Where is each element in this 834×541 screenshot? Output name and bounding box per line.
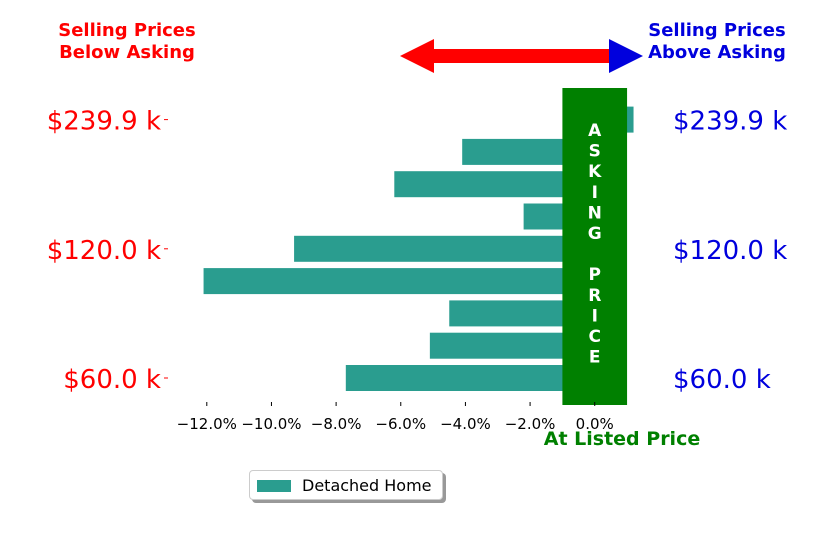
y-tick-label-left: $120.0 k [47, 236, 161, 266]
x-tick-label: −2.0% [505, 415, 556, 433]
asking-band-letter: C [588, 327, 600, 347]
above-asking-header-line-2: Above Asking [648, 42, 786, 63]
below-asking-header: Selling Prices Below Asking [32, 20, 222, 64]
bar-6 [394, 171, 595, 198]
bar-4 [294, 235, 595, 262]
asking-band-letter: S [589, 142, 601, 162]
y-tick-label-right: $60.0 k [673, 365, 771, 395]
x-tick-label: −10.0% [241, 415, 301, 433]
y-tick-label-right: $120.0 k [673, 236, 787, 266]
arrow-left-part [400, 39, 612, 73]
asking-band-letter: P [589, 265, 601, 285]
bar-0 [345, 365, 595, 391]
y-axis-right: $60.0 k $120.0 k $239.9 k [673, 107, 787, 395]
asking-band-letter: I [592, 306, 598, 326]
legend: Detached Home [249, 470, 443, 500]
arrow-right-head [609, 39, 643, 73]
x-tick-label: −12.0% [177, 415, 237, 433]
legend-label: Detached Home [302, 476, 432, 495]
asking-band-letter: G [588, 224, 602, 244]
double-arrow-icon [400, 39, 643, 73]
above-asking-header-line-1: Selling Prices [648, 20, 786, 41]
asking-band-rect [562, 88, 628, 405]
asking-band-letter: A [588, 121, 602, 141]
y-tick-label-left: $60.0 k [63, 365, 161, 395]
asking-band-letter: K [588, 162, 602, 182]
x-tick-label: −4.0% [440, 415, 491, 433]
y-axis-left: $60.0 k $120.0 k $239.9 k [47, 107, 168, 395]
above-asking-header: Selling Prices Above Asking [622, 20, 812, 64]
x-tick-label: −8.0% [311, 415, 362, 433]
bar-3 [203, 268, 595, 295]
below-asking-header-line-1: Selling Prices [58, 20, 196, 41]
asking-band-letter: R [588, 286, 601, 306]
below-asking-header-line-2: Below Asking [59, 42, 195, 63]
x-axis: −12.0% −10.0% −8.0% −6.0% −4.0% −2.0% 0.0% [177, 402, 614, 433]
asking-band-letter: N [588, 203, 602, 223]
y-tick-label-right: $239.9 k [673, 107, 787, 137]
asking-band-letter: I [592, 183, 598, 203]
asking-band-letter: E [589, 348, 601, 368]
y-tick-label-left: $239.9 k [47, 107, 161, 137]
at-listed-price-label: At Listed Price [544, 428, 700, 450]
legend-swatch [257, 480, 291, 492]
x-tick-label: 0.0% [576, 415, 614, 433]
x-tick-label: −6.0% [375, 415, 426, 433]
